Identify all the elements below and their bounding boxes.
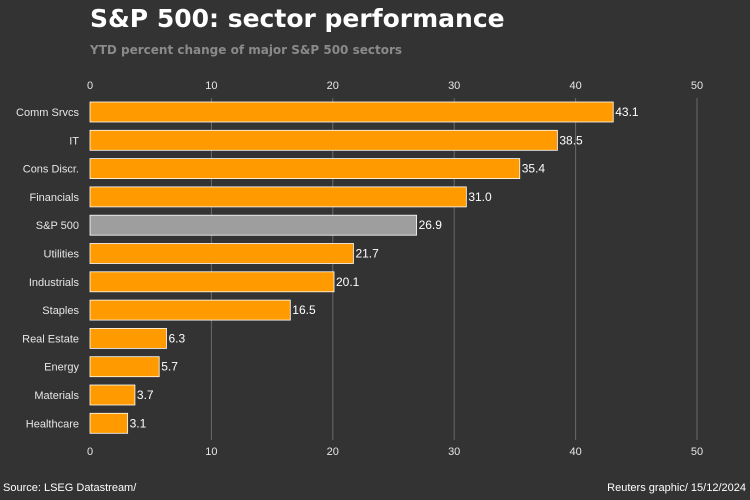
credit-note: Reuters graphic/ 15/12/2024 bbox=[607, 482, 746, 494]
category-label: Comm Srvcs bbox=[16, 107, 79, 119]
bar bbox=[89, 214, 417, 236]
category-label: Utilities bbox=[44, 249, 80, 261]
x-tick-label-top: 50 bbox=[691, 80, 703, 92]
x-tick-label-top: 10 bbox=[205, 80, 217, 92]
x-tick-label-top: 0 bbox=[87, 80, 93, 92]
value-label: 43.1 bbox=[615, 105, 639, 119]
x-tick-label-bottom: 0 bbox=[87, 446, 93, 458]
bar bbox=[89, 158, 521, 180]
x-tick-label-bottom: 40 bbox=[569, 446, 581, 458]
bar bbox=[89, 327, 167, 349]
category-label: Materials bbox=[34, 390, 79, 402]
bar bbox=[89, 101, 614, 123]
category-label: Healthcare bbox=[26, 418, 79, 430]
x-tick-label-top: 30 bbox=[448, 80, 460, 92]
value-label: 16.5 bbox=[292, 303, 316, 317]
category-label: Staples bbox=[42, 305, 79, 317]
category-label: S&P 500 bbox=[36, 220, 79, 232]
category-label: Cons Discr. bbox=[23, 164, 79, 176]
value-label: 3.7 bbox=[137, 388, 154, 402]
value-label: 21.7 bbox=[355, 247, 379, 261]
x-tick-label-top: 40 bbox=[569, 80, 581, 92]
value-label: 3.1 bbox=[130, 416, 147, 430]
bar bbox=[89, 129, 558, 151]
bar bbox=[89, 356, 160, 378]
x-tick-label-bottom: 30 bbox=[448, 446, 460, 458]
value-label: 5.7 bbox=[161, 360, 178, 374]
category-label: Real Estate bbox=[22, 333, 79, 345]
value-label: 35.4 bbox=[522, 162, 546, 176]
category-label: Industrials bbox=[29, 277, 80, 289]
source-note: Source: LSEG Datastream/ bbox=[3, 482, 137, 494]
bar bbox=[89, 186, 467, 208]
x-tick-label-bottom: 50 bbox=[691, 446, 703, 458]
bar bbox=[89, 412, 129, 434]
category-label: Energy bbox=[44, 362, 79, 374]
value-label: 6.3 bbox=[168, 331, 185, 345]
value-label: 26.9 bbox=[419, 218, 443, 232]
bar bbox=[89, 243, 354, 264]
bar bbox=[89, 299, 291, 321]
x-tick-label-bottom: 10 bbox=[205, 446, 217, 458]
value-label: 31.0 bbox=[468, 190, 492, 204]
x-tick-label-bottom: 20 bbox=[327, 446, 339, 458]
chart-title: S&P 500: sector performance bbox=[90, 4, 505, 33]
value-label: 20.1 bbox=[336, 275, 360, 289]
category-label: IT bbox=[69, 135, 79, 147]
x-tick-label-top: 20 bbox=[327, 80, 339, 92]
chart-subtitle: YTD percent change of major S&P 500 sect… bbox=[90, 43, 403, 57]
value-label: 38.5 bbox=[559, 133, 583, 147]
category-label: Financials bbox=[29, 192, 79, 204]
bar bbox=[89, 384, 136, 406]
bar bbox=[89, 271, 335, 293]
